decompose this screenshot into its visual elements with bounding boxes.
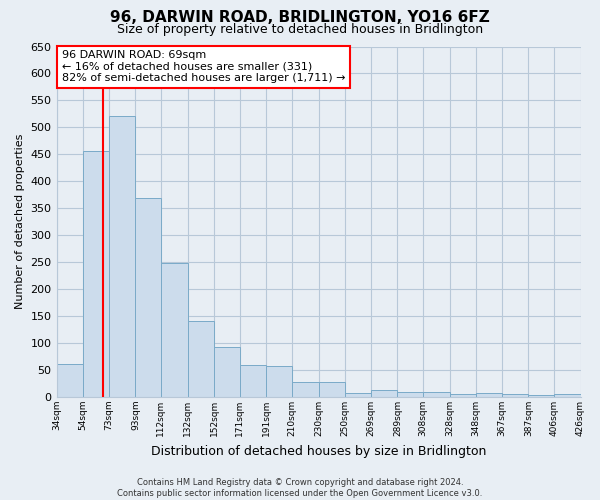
Bar	[502, 394, 529, 397]
Bar	[554, 394, 581, 397]
Bar	[371, 390, 397, 397]
Bar	[214, 347, 239, 397]
Text: 96, DARWIN ROAD, BRIDLINGTON, YO16 6FZ: 96, DARWIN ROAD, BRIDLINGTON, YO16 6FZ	[110, 10, 490, 25]
Bar	[161, 262, 188, 397]
Bar	[529, 396, 554, 397]
Bar	[319, 382, 345, 397]
Bar	[239, 364, 266, 397]
Bar	[136, 198, 161, 397]
Bar	[449, 394, 476, 397]
Bar	[292, 382, 319, 397]
Text: 96 DARWIN ROAD: 69sqm
← 16% of detached houses are smaller (331)
82% of semi-det: 96 DARWIN ROAD: 69sqm ← 16% of detached …	[62, 50, 345, 83]
Bar	[188, 321, 214, 397]
Bar	[345, 392, 371, 397]
Bar	[83, 150, 109, 397]
X-axis label: Distribution of detached houses by size in Bridlington: Distribution of detached houses by size …	[151, 444, 486, 458]
Bar	[423, 392, 449, 397]
Bar	[109, 116, 136, 397]
Bar	[266, 366, 292, 397]
Bar	[476, 392, 502, 397]
Bar	[397, 392, 423, 397]
Text: Size of property relative to detached houses in Bridlington: Size of property relative to detached ho…	[117, 22, 483, 36]
Bar	[56, 364, 83, 397]
Text: Contains HM Land Registry data © Crown copyright and database right 2024.
Contai: Contains HM Land Registry data © Crown c…	[118, 478, 482, 498]
Y-axis label: Number of detached properties: Number of detached properties	[15, 134, 25, 310]
